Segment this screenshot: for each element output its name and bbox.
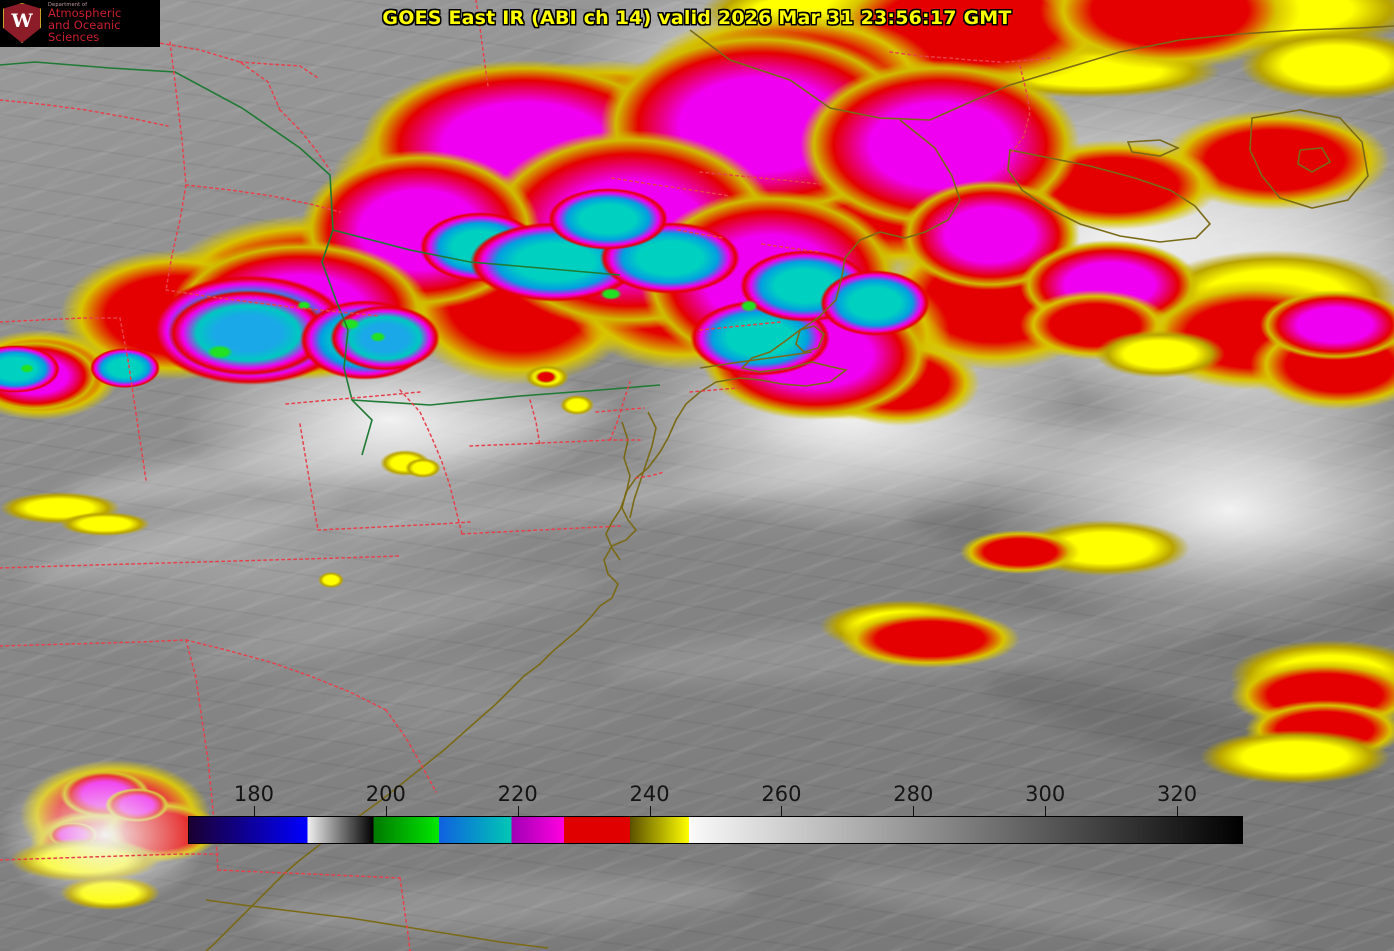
colorbar-tick-200 (385, 806, 387, 816)
colorbar (188, 816, 1243, 844)
logo-line-1: Atmospheric (48, 6, 122, 21)
colorbar-tick-240 (649, 806, 651, 816)
colorbar-tick-labels: 180 200 220 240 260 280 300 320 (0, 782, 1394, 806)
colorbar-tick-300 (1045, 806, 1047, 816)
colorbar-tick-marks (188, 806, 1243, 816)
colorbar-label-260: 260 (761, 782, 802, 806)
colorbar-tick-280 (913, 806, 915, 816)
colorbar-tick-220 (517, 806, 519, 816)
colorbar-label-280: 280 (893, 782, 934, 806)
uw-crest-icon: W (3, 3, 43, 44)
colorbar-label-240: 240 (629, 782, 670, 806)
colorbar-gradient (188, 816, 1243, 844)
colorbar-tick-320 (1177, 806, 1179, 816)
colorbar-label-200: 200 (365, 782, 406, 806)
colorbar-label-220: 220 (497, 782, 538, 806)
uw-aos-logo: W Department of Atmospheric and Oceanic … (0, 0, 160, 47)
image-title: GOES East IR (ABI ch 14) valid 2026 Mar … (382, 7, 1012, 29)
logo-line-2: and Oceanic Sciences (48, 18, 121, 44)
colorbar-label-300: 300 (1025, 782, 1066, 806)
colorbar-tick-260 (781, 806, 783, 816)
crest-letter: W (11, 9, 33, 32)
colorbar-label-180: 180 (233, 782, 274, 806)
colorbar-tick-180 (253, 806, 255, 816)
logo-department-line: Department of (48, 2, 88, 9)
colorbar-label-320: 320 (1157, 782, 1198, 806)
logo-text-block: Department of Atmospheric and Oceanic Sc… (48, 3, 160, 43)
